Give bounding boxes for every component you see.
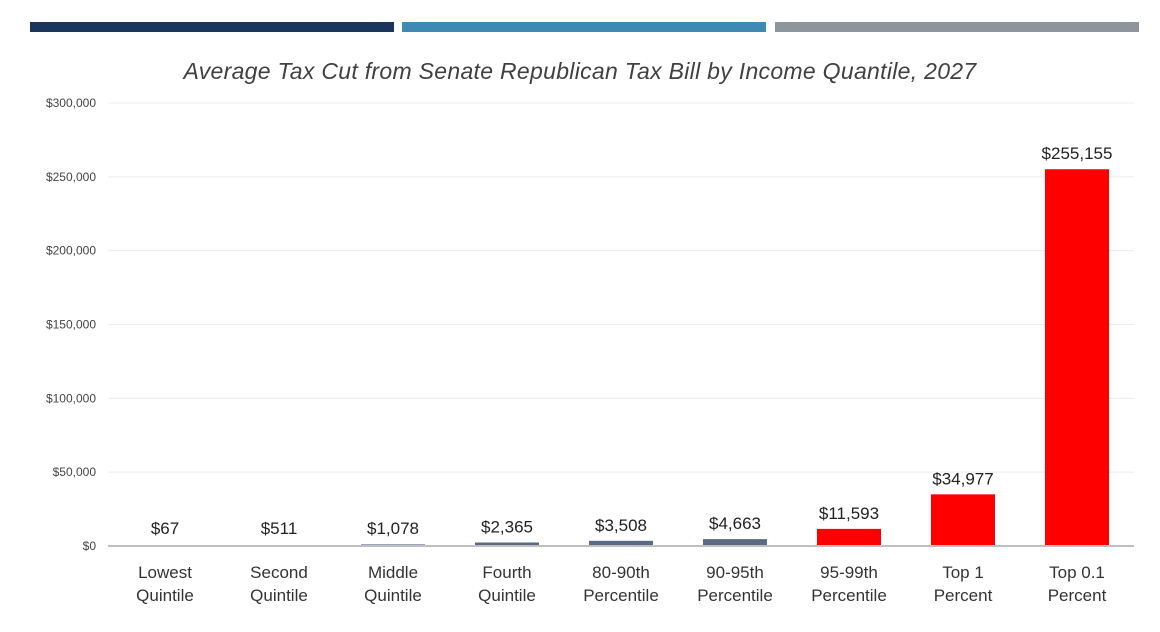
data-label: $11,593: [819, 504, 879, 523]
category-label-line1: Top 0.1: [1049, 563, 1105, 582]
data-label: $511: [261, 519, 298, 538]
header-stripe-navy: [30, 22, 394, 32]
y-tick-label: $200,000: [46, 244, 96, 258]
category-label-line2: Percent: [934, 586, 993, 605]
category-label-line1: 90-95th: [706, 563, 764, 582]
data-label: $67: [151, 519, 179, 538]
data-label: $34,977: [932, 469, 993, 488]
data-label: $1,078: [367, 519, 419, 538]
bar: [589, 540, 653, 546]
header-stripe-gray: [775, 22, 1139, 32]
category-label-line1: Second: [250, 563, 308, 582]
category-label-line1: 95-99th: [820, 563, 878, 582]
category-label-line1: Middle: [368, 563, 418, 582]
category-label-line1: Lowest: [138, 563, 192, 582]
category-label-line1: Fourth: [482, 563, 531, 582]
bar: [1045, 169, 1109, 546]
category-label-line2: Percent: [1048, 586, 1107, 605]
bar: [931, 494, 995, 546]
data-label: $2,365: [481, 518, 533, 537]
category-label-line1: 80-90th: [592, 563, 650, 582]
category-label-line2: Percentile: [583, 586, 659, 605]
category-label-line2: Quintile: [478, 586, 536, 605]
category-label-line2: Percentile: [811, 586, 887, 605]
y-tick-label: $50,000: [53, 465, 97, 479]
y-tick-label: $300,000: [46, 96, 96, 110]
data-label: $255,155: [1042, 144, 1113, 163]
bar: [817, 528, 881, 546]
data-label: $3,508: [595, 516, 647, 535]
category-label-line1: Top 1: [942, 563, 984, 582]
category-label-line2: Percentile: [697, 586, 773, 605]
y-tick-label: $100,000: [46, 391, 96, 405]
header-stripe-blue: [402, 22, 766, 32]
y-tick-label: $250,000: [46, 170, 96, 184]
category-label-line2: Quintile: [136, 586, 194, 605]
y-tick-label: $0: [83, 539, 97, 553]
y-tick-label: $150,000: [46, 318, 96, 332]
data-label: $4,663: [709, 514, 761, 533]
category-label-line2: Quintile: [364, 586, 422, 605]
chart-title: Average Tax Cut from Senate Republican T…: [183, 58, 977, 84]
bar: [703, 539, 767, 546]
category-label-line2: Quintile: [250, 586, 308, 605]
bar: [475, 542, 539, 546]
